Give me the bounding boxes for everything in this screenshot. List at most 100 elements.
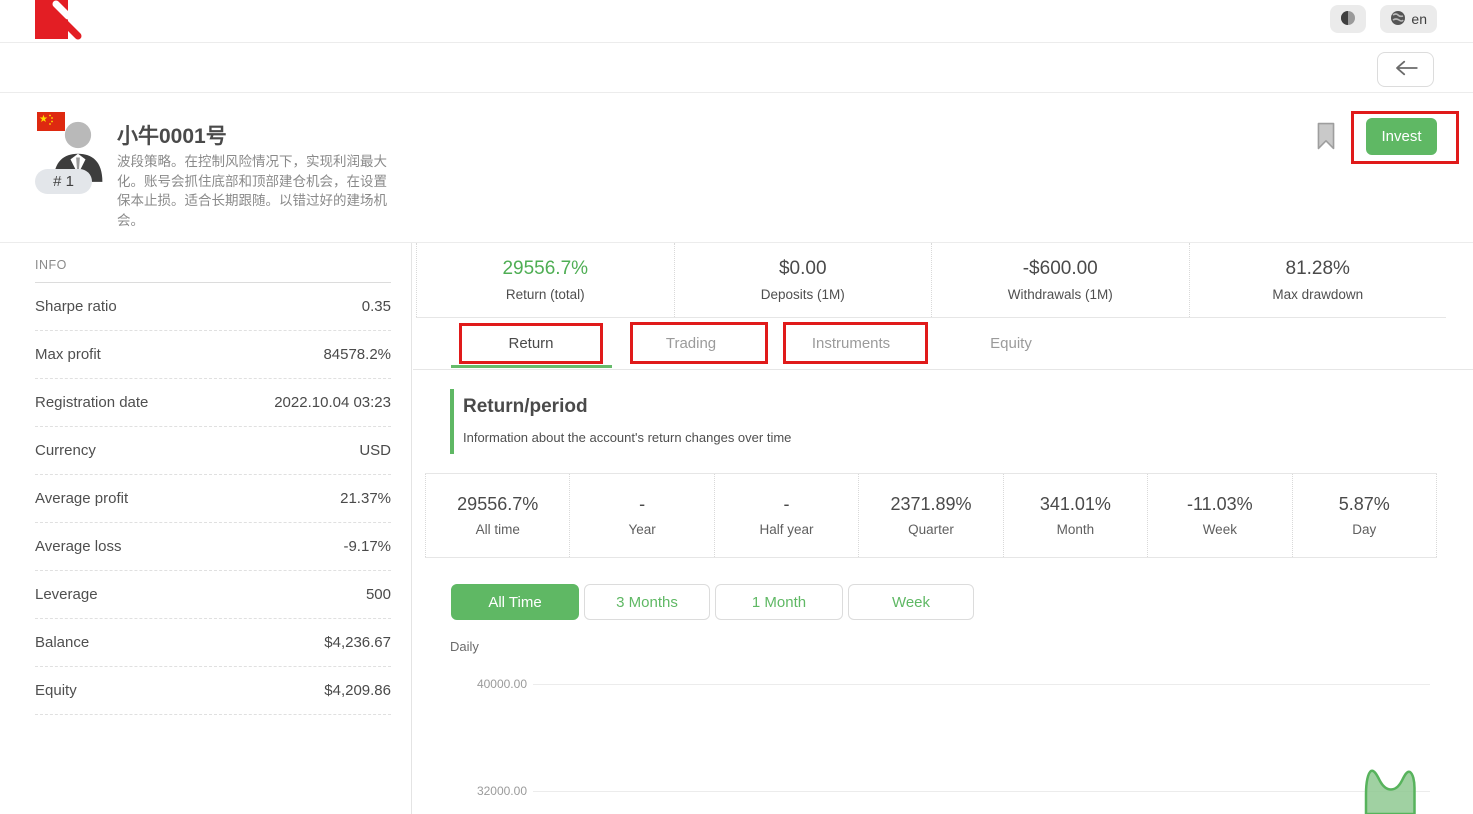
tab-equity[interactable]: Equity — [990, 335, 1032, 352]
stat-withdrawals: -$600.00 Withdrawals (1M) — [931, 243, 1189, 317]
range-all-time-button[interactable]: All Time — [451, 584, 579, 620]
period-label: Half year — [759, 522, 814, 537]
topbar-actions: en — [1330, 5, 1437, 33]
stat-label: Deposits (1M) — [760, 287, 845, 302]
info-row-average-loss: Average loss -9.17% — [35, 523, 391, 571]
stat-label: Withdrawals (1M) — [1007, 287, 1113, 302]
china-flag-icon: ★ — [37, 112, 65, 136]
theme-toggle-button[interactable] — [1330, 5, 1367, 33]
gridline — [533, 684, 1430, 685]
info-value: 21.37% — [340, 490, 391, 507]
period-label: All time — [475, 522, 520, 537]
info-row-max-profit: Max profit 84578.2% — [35, 331, 391, 379]
top-bar: en — [0, 0, 1473, 43]
y-axis-tick: 40000.00 — [476, 677, 527, 691]
strategy-description: 波段策略。在控制风险情况下，实现利润最大化。账号会抓住底部和顶部建仓机会，在设置… — [117, 154, 387, 228]
stat-label: Return (total) — [505, 287, 585, 302]
sub-bar — [0, 43, 1473, 93]
info-row-sharpe-ratio: Sharpe ratio 0.35 — [35, 283, 391, 331]
info-value: USD — [359, 442, 391, 459]
tab-instruments[interactable]: Instruments — [811, 335, 891, 352]
arrow-left-icon — [1393, 59, 1419, 80]
info-sidebar: INFO Sharpe ratio 0.35 Max profit 84578.… — [0, 243, 412, 814]
period-value: - — [639, 494, 646, 514]
info-row-equity: Equity $4,209.86 — [35, 667, 391, 715]
period-label: Week — [1202, 522, 1237, 537]
section-subtitle: Information about the account's return c… — [463, 430, 792, 445]
stat-value: $0.00 — [778, 258, 827, 279]
info-row-currency: Currency USD — [35, 427, 391, 475]
info-row-registration-date: Registration date 2022.10.04 03:23 — [35, 379, 391, 427]
info-value: -9.17% — [343, 538, 391, 555]
section-title: Return/period — [463, 396, 588, 417]
range-3-months-button[interactable]: 3 Months — [584, 584, 710, 620]
period-month: 341.01% Month — [1002, 474, 1147, 557]
language-label: en — [1411, 11, 1427, 27]
theme-half-moon-icon — [1340, 10, 1356, 29]
chart-range-buttons: All Time 3 Months 1 Month Week — [451, 584, 974, 620]
period-value: 2371.89% — [890, 494, 972, 514]
info-label: Max profit — [35, 346, 101, 363]
tab-trading[interactable]: Trading — [665, 335, 717, 352]
info-label: Equity — [35, 682, 77, 699]
info-value: 84578.2% — [323, 346, 391, 363]
period-quarter: 2371.89% Quarter — [858, 474, 1002, 557]
period-label: Month — [1056, 522, 1095, 537]
stat-value: 29556.7% — [502, 258, 589, 279]
info-row-balance: Balance $4,236.67 — [35, 619, 391, 667]
invest-button[interactable]: Invest — [1366, 118, 1437, 155]
info-value: $4,209.86 — [324, 682, 391, 699]
period-year: - Year — [569, 474, 713, 557]
period-all-time: 29556.7% All time — [425, 474, 569, 557]
stat-value: -$600.00 — [1022, 258, 1098, 279]
info-section-title: INFO — [35, 258, 391, 283]
stat-value: 81.28% — [1285, 258, 1350, 279]
period-value: - — [783, 494, 790, 514]
info-label: Registration date — [35, 394, 149, 411]
period-label: Year — [628, 522, 656, 537]
section-accent-bar — [450, 389, 454, 454]
strategy-title: 小牛0001号 — [117, 125, 227, 148]
bookmark-button[interactable] — [1315, 122, 1337, 153]
info-label: Average profit — [35, 490, 129, 507]
period-week: -11.03% Week — [1147, 474, 1291, 557]
range-1-month-button[interactable]: 1 Month — [715, 584, 843, 620]
brand-logo-icon[interactable] — [35, 0, 83, 47]
info-row-leverage: Leverage 500 — [35, 571, 391, 619]
period-label: Day — [1352, 522, 1377, 537]
stat-return-total: 29556.7% Return (total) — [416, 243, 674, 317]
info-label: Leverage — [35, 586, 98, 603]
period-value: 29556.7% — [457, 494, 539, 514]
gridline — [533, 791, 1430, 792]
stat-deposits: $0.00 Deposits (1M) — [673, 243, 932, 317]
info-label: Balance — [35, 634, 90, 651]
y-axis-tick: 32000.00 — [476, 784, 527, 798]
summary-stats-row: 29556.7% Return (total) $0.00 Deposits (… — [416, 243, 1446, 318]
range-week-button[interactable]: Week — [848, 584, 974, 620]
area-chart-peak — [1356, 760, 1426, 814]
info-value: 0.35 — [361, 298, 391, 315]
back-button[interactable] — [1377, 52, 1434, 87]
info-value: $4,236.67 — [324, 634, 391, 651]
info-label: Average loss — [35, 538, 122, 555]
info-value: 2022.10.04 03:23 — [274, 394, 391, 411]
info-label: Sharpe ratio — [35, 298, 117, 315]
period-label: Quarter — [908, 522, 954, 537]
period-half-year: - Half year — [713, 474, 858, 557]
bookmark-icon — [1315, 122, 1337, 153]
stat-label: Max drawdown — [1272, 287, 1364, 302]
period-value: 341.01% — [1039, 494, 1111, 514]
language-button[interactable]: en — [1380, 5, 1437, 33]
tab-return[interactable]: Return — [508, 335, 554, 352]
active-tab-indicator — [451, 365, 612, 368]
detail-tabs: Return Trading Instruments Equity — [413, 318, 1473, 370]
period-day: 5.87% Day — [1291, 474, 1437, 557]
section-divider — [0, 242, 1473, 243]
info-label: Currency — [35, 442, 96, 459]
chart-series-label: Daily — [450, 639, 479, 654]
period-value: 5.87% — [1338, 494, 1390, 514]
globe-icon — [1390, 10, 1406, 29]
period-value: -11.03% — [1186, 494, 1253, 514]
period-stats-row: 29556.7% All time - Year - Half year 237… — [425, 473, 1437, 558]
